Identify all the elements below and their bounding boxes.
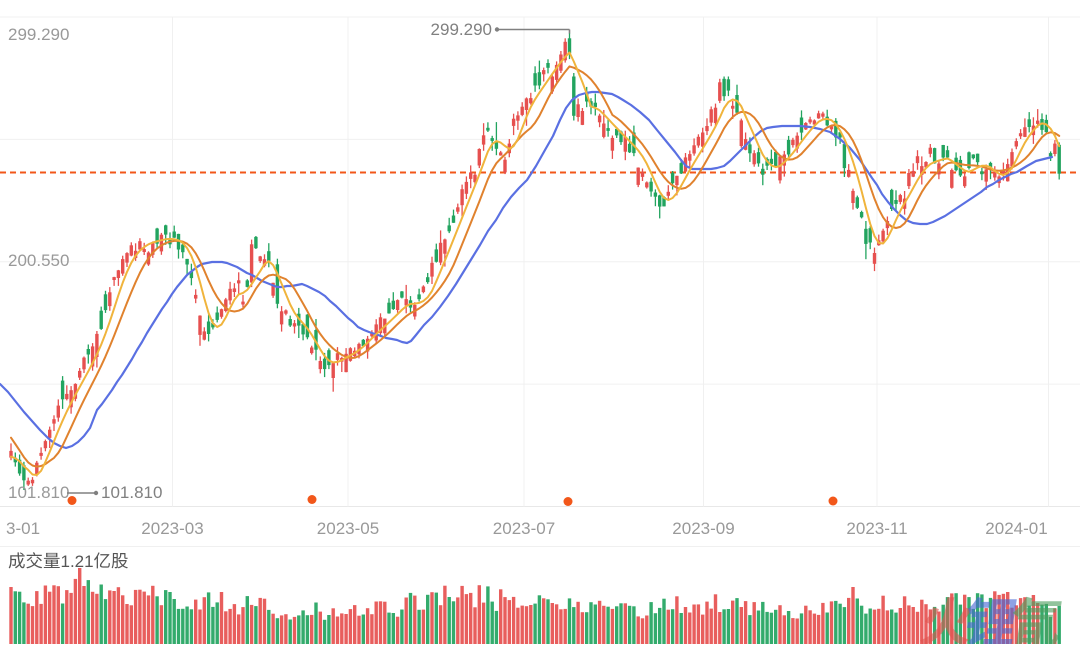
svg-text:2023-03: 2023-03 bbox=[141, 519, 203, 538]
svg-text:2023-07: 2023-07 bbox=[493, 519, 555, 538]
svg-text:299.290: 299.290 bbox=[8, 25, 69, 44]
svg-text:2023-09: 2023-09 bbox=[672, 519, 734, 538]
svg-text:101.810: 101.810 bbox=[8, 483, 69, 502]
svg-text:3-01: 3-01 bbox=[6, 519, 40, 538]
svg-text:2024-01: 2024-01 bbox=[985, 519, 1047, 538]
svg-text:299.290: 299.290 bbox=[431, 20, 492, 39]
svg-text:200.550: 200.550 bbox=[8, 251, 69, 270]
svg-text:101.810: 101.810 bbox=[101, 483, 162, 502]
svg-text:2023-05: 2023-05 bbox=[317, 519, 379, 538]
svg-text:2023-11: 2023-11 bbox=[846, 519, 907, 538]
svg-text:1.21: 1.21 bbox=[61, 552, 94, 571]
